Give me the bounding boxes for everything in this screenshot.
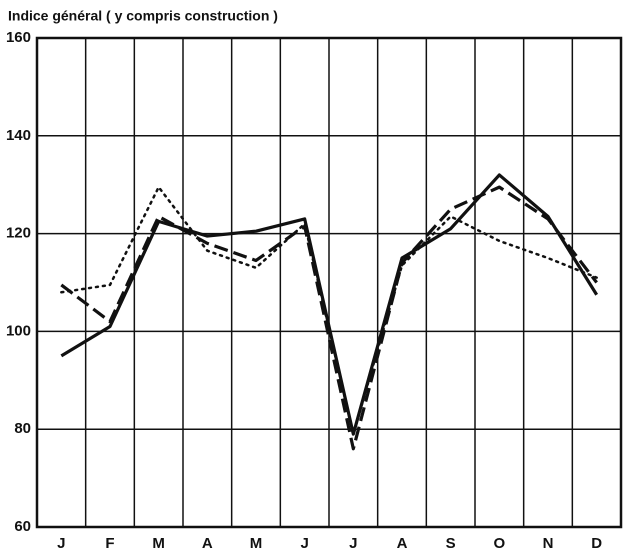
y-tick-label: 80	[14, 420, 31, 437]
x-tick-label: S	[446, 535, 456, 552]
y-tick-label: 100	[6, 322, 31, 339]
x-tick-label: D	[591, 535, 602, 552]
x-tick-label: M	[250, 535, 263, 552]
chart-title: Indice général ( y compris construction …	[8, 8, 278, 24]
y-tick-label: 60	[14, 518, 31, 535]
y-tick-label: 160	[6, 29, 31, 46]
x-tick-label: M	[152, 535, 165, 552]
x-tick-label: J	[300, 535, 308, 552]
x-tick-label: J	[57, 535, 65, 552]
series-line	[60, 185, 598, 436]
x-tick-label: A	[397, 535, 408, 552]
x-tick-label: F	[105, 535, 114, 552]
y-tick-label: 120	[6, 225, 31, 242]
x-tick-label: A	[202, 535, 213, 552]
x-tick-label: J	[349, 535, 357, 552]
y-tick-label: 140	[6, 127, 31, 144]
x-tick-label: O	[493, 535, 505, 552]
x-tick-label: N	[543, 535, 554, 552]
